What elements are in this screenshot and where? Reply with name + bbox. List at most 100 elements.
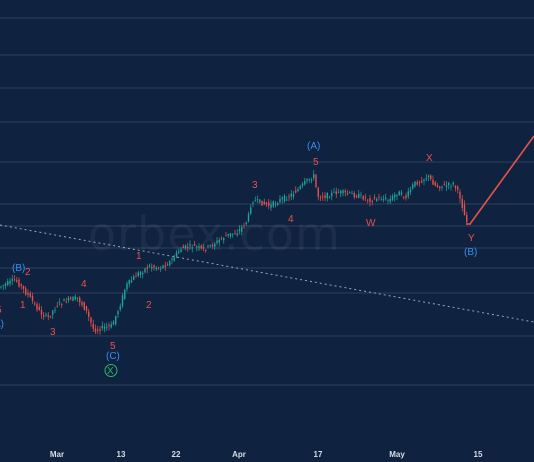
projection-layer xyxy=(466,135,534,225)
candle-body xyxy=(227,234,229,236)
candle-body xyxy=(135,276,137,277)
candle-body xyxy=(56,305,58,307)
candle-body xyxy=(353,193,355,198)
candle-body xyxy=(322,196,324,198)
candle-body xyxy=(466,214,468,223)
candle-body xyxy=(313,174,315,179)
candle-body xyxy=(250,207,252,214)
candle-body xyxy=(403,197,405,198)
candle-body xyxy=(171,258,173,260)
candle-body xyxy=(391,196,394,201)
candle-body xyxy=(70,297,72,299)
candle-body xyxy=(49,316,52,317)
candle-body xyxy=(216,240,218,244)
candle-body xyxy=(423,179,425,182)
candle-body xyxy=(283,195,286,202)
candle-body xyxy=(360,194,362,196)
candle-body xyxy=(407,191,409,197)
candle-body xyxy=(18,279,20,287)
candle-body xyxy=(2,285,4,287)
candle-body xyxy=(288,196,290,198)
candle-body xyxy=(286,199,288,201)
candle-body xyxy=(292,194,295,197)
candle-body xyxy=(274,203,277,205)
candle-body xyxy=(265,202,268,205)
candle-body xyxy=(200,245,202,248)
wave-label: 4 xyxy=(81,279,87,290)
candle-body xyxy=(376,198,378,201)
candle-body xyxy=(328,197,331,198)
candle-body xyxy=(425,178,427,180)
candle-body xyxy=(124,289,126,299)
wave-label: 2 xyxy=(146,300,152,311)
wave-label: 1 xyxy=(20,300,26,311)
candle-body xyxy=(7,281,9,285)
candle-body xyxy=(443,184,445,185)
candle-body xyxy=(137,272,139,276)
candle-body xyxy=(218,239,220,243)
candle-body xyxy=(133,276,135,280)
candle-body xyxy=(175,252,178,257)
candle-body xyxy=(0,286,2,288)
candle-body xyxy=(378,196,380,198)
candle-body xyxy=(405,195,407,199)
candle-body xyxy=(232,233,234,235)
candle-body xyxy=(416,182,418,185)
wave-label: (B) xyxy=(464,247,477,258)
candle-body xyxy=(245,222,247,224)
wave-label: (A) xyxy=(307,141,320,152)
candle-body xyxy=(452,182,454,185)
candle-body xyxy=(427,175,430,178)
candle-body xyxy=(432,179,434,185)
candle-body xyxy=(63,299,65,301)
candle-body xyxy=(9,280,11,285)
candle-body xyxy=(340,190,342,194)
candle-body xyxy=(209,245,211,247)
x-tick-label: Apr xyxy=(232,450,246,459)
candle-body xyxy=(317,187,319,197)
candle-body xyxy=(36,304,38,310)
candle-body xyxy=(106,326,108,328)
candle-body xyxy=(180,249,182,252)
candle-body xyxy=(270,204,272,208)
candle-body xyxy=(398,191,400,196)
candle-body xyxy=(268,202,270,206)
candle-body xyxy=(301,183,304,186)
candle-body xyxy=(436,185,439,187)
candle-body xyxy=(54,309,56,311)
candle-body xyxy=(16,280,18,282)
candle-body xyxy=(31,295,34,301)
candle-body xyxy=(346,193,349,195)
candle-body xyxy=(342,190,344,194)
candle-body xyxy=(196,246,198,248)
candle-body xyxy=(362,196,364,200)
candle-body xyxy=(229,233,232,237)
wave-label: W xyxy=(366,218,376,229)
candle-body xyxy=(310,179,313,181)
x-tick-label: 17 xyxy=(314,450,323,459)
x-tick-label: Mar xyxy=(50,450,64,459)
wave-label: 3 xyxy=(252,180,258,191)
candle-body xyxy=(351,193,353,195)
trendline xyxy=(0,224,534,323)
candle-body xyxy=(83,302,85,310)
candle-body xyxy=(142,272,144,275)
candle-body xyxy=(27,293,29,295)
candle-body xyxy=(272,201,274,207)
candle-body xyxy=(290,193,292,197)
wave-label: A) xyxy=(0,319,4,330)
grid-lines xyxy=(0,17,534,386)
candle-body xyxy=(373,197,376,199)
candle-body xyxy=(108,324,110,326)
candle-body xyxy=(256,199,259,200)
candle-body xyxy=(99,329,101,331)
candle-body xyxy=(238,229,241,232)
candle-body xyxy=(297,189,299,192)
candle-body xyxy=(299,186,301,189)
candle-body xyxy=(315,174,317,188)
candle-body xyxy=(74,296,76,300)
candle-body xyxy=(205,250,207,252)
wave-label: Y xyxy=(468,233,475,244)
candle-body xyxy=(457,186,459,190)
